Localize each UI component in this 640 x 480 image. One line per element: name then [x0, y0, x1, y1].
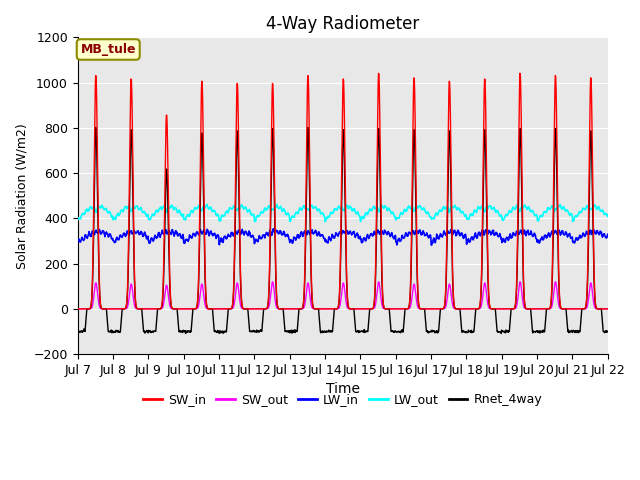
LW_in [191, 233, 199, 239]
Rnet_4way [495, 329, 502, 335]
LW_out [321, 219, 329, 225]
SW_in [191, 306, 199, 312]
SW_in [74, 306, 81, 312]
Rnet_4way [179, 327, 187, 333]
SW_out [74, 306, 81, 312]
LW_out [426, 213, 433, 218]
Line: LW_out: LW_out [77, 204, 607, 222]
SW_out [495, 306, 502, 312]
Line: SW_in: SW_in [77, 73, 607, 309]
Rnet_4way [425, 329, 433, 335]
SW_out [191, 306, 199, 312]
Rnet_4way [192, 306, 200, 312]
Rnet_4way [541, 320, 549, 325]
SW_in [179, 306, 186, 312]
SW_out [251, 306, 259, 312]
Line: SW_out: SW_out [77, 282, 607, 309]
Line: LW_in: LW_in [77, 229, 607, 245]
Title: 4-Way Radiometer: 4-Way Radiometer [266, 15, 419, 33]
LW_in [425, 235, 433, 240]
LW_in [495, 234, 502, 240]
Rnet_4way [604, 329, 611, 335]
LW_in [604, 231, 611, 237]
SW_in [541, 306, 549, 312]
SW_in [495, 306, 502, 312]
Rnet_4way [74, 328, 81, 334]
SW_in [425, 306, 433, 312]
SW_out [179, 306, 186, 312]
LW_in [74, 239, 81, 245]
Rnet_4way [252, 329, 259, 335]
LW_out [179, 213, 186, 218]
Y-axis label: Solar Radiation (W/m2): Solar Radiation (W/m2) [15, 123, 28, 269]
Rnet_4way [92, 124, 100, 130]
LW_out [251, 218, 259, 224]
LW_in [179, 232, 186, 238]
SW_out [425, 306, 433, 312]
SW_out [541, 306, 549, 312]
SW_in [251, 306, 259, 312]
LW_out [495, 210, 502, 216]
LW_out [541, 209, 549, 215]
SW_in [604, 306, 611, 312]
LW_in [251, 240, 259, 245]
SW_in [374, 71, 382, 76]
LW_out [273, 202, 281, 207]
SW_out [269, 279, 276, 285]
Legend: SW_in, SW_out, LW_in, LW_out, Rnet_4way: SW_in, SW_out, LW_in, LW_out, Rnet_4way [138, 388, 547, 411]
LW_in [269, 226, 277, 232]
LW_out [191, 205, 199, 211]
LW_out [74, 217, 81, 223]
LW_out [604, 214, 611, 219]
Rnet_4way [497, 331, 505, 336]
SW_out [604, 306, 611, 312]
X-axis label: Time: Time [326, 383, 360, 396]
LW_in [428, 242, 435, 248]
Text: MB_tule: MB_tule [81, 43, 136, 56]
LW_in [541, 233, 549, 239]
Line: Rnet_4way: Rnet_4way [77, 127, 607, 334]
